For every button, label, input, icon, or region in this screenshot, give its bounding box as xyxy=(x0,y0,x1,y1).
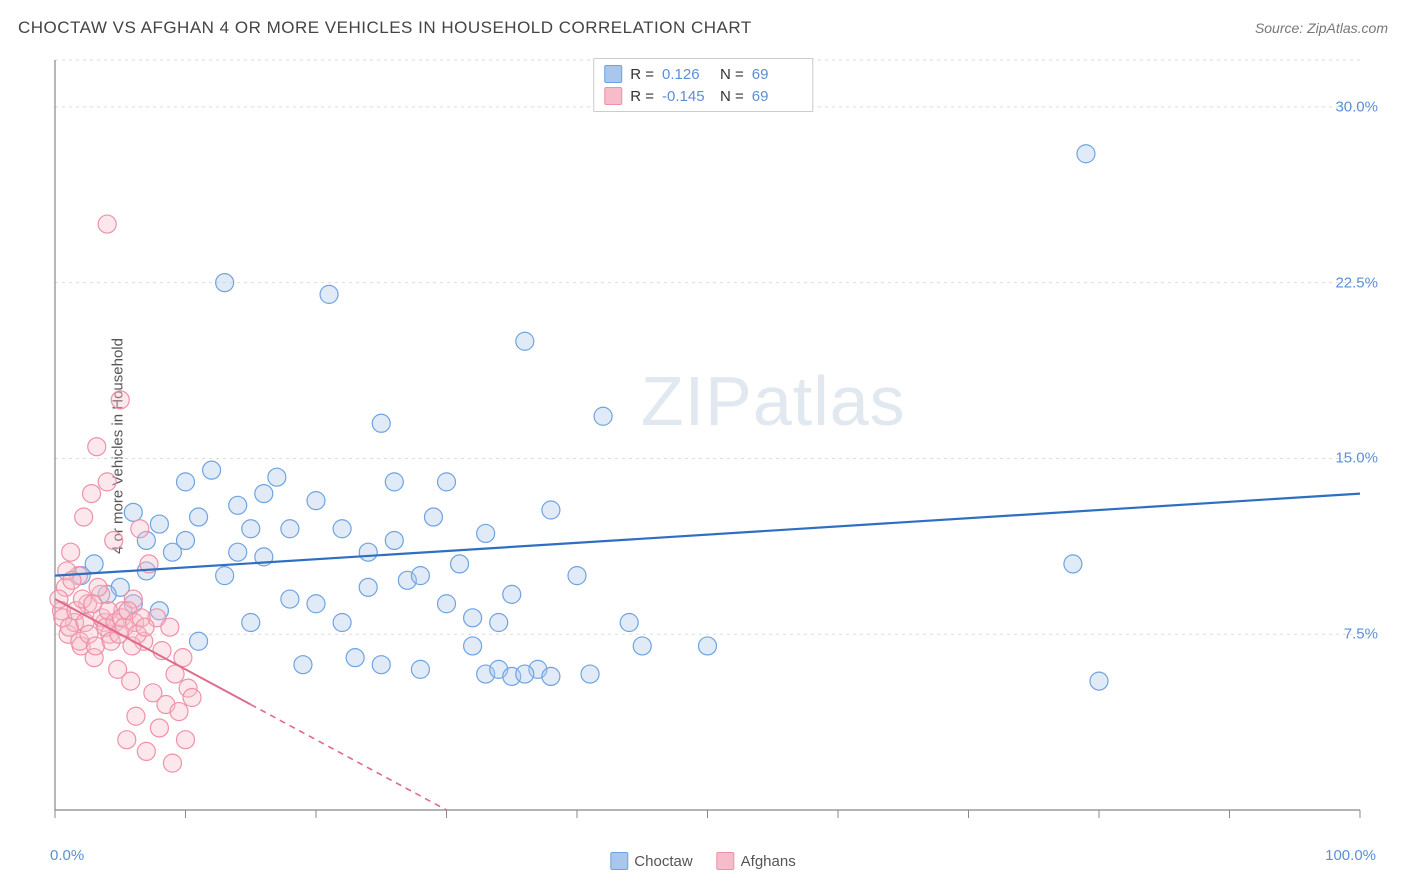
legend-swatch xyxy=(604,87,622,105)
y-tick-label: 22.5% xyxy=(1335,274,1378,291)
legend-swatch xyxy=(717,852,735,870)
bottom-legend: Choctaw Afghans xyxy=(610,852,795,870)
y-tick-label: 15.0% xyxy=(1335,450,1378,467)
source-attribution: Source: ZipAtlas.com xyxy=(1255,20,1388,36)
source-prefix: Source: xyxy=(1255,20,1307,36)
stats-legend-box: R =0.126N =69R =-0.145N =69 xyxy=(593,58,813,112)
y-tick-label: 7.5% xyxy=(1344,626,1378,643)
x-tick-label-left: 0.0% xyxy=(50,847,84,864)
chart-title: CHOCTAW VS AFGHAN 4 OR MORE VEHICLES IN … xyxy=(18,18,752,38)
y-tick-label: 30.0% xyxy=(1335,98,1378,115)
stats-legend-row: R =-0.145N =69 xyxy=(604,85,802,107)
source-name: ZipAtlas.com xyxy=(1307,20,1388,36)
legend-label: Afghans xyxy=(741,853,796,870)
chart-container: CHOCTAW VS AFGHAN 4 OR MORE VEHICLES IN … xyxy=(0,0,1406,892)
stats-legend-row: R =0.126N =69 xyxy=(604,63,802,85)
x-tick-label-right: 100.0% xyxy=(1325,847,1376,864)
title-bar: CHOCTAW VS AFGHAN 4 OR MORE VEHICLES IN … xyxy=(18,18,1388,38)
legend-label: Choctaw xyxy=(634,853,692,870)
bottom-legend-entry: Choctaw xyxy=(610,852,692,870)
legend-swatch xyxy=(604,65,622,83)
bottom-legend-entry: Afghans xyxy=(717,852,796,870)
legend-swatch xyxy=(610,852,628,870)
scatter-plot-svg xyxy=(45,55,1386,837)
